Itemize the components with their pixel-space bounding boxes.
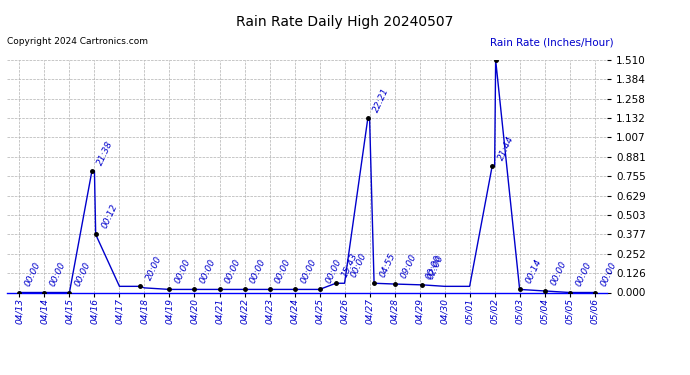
Text: 21:38: 21:38: [96, 140, 115, 167]
Text: 00:00: 00:00: [274, 258, 293, 285]
Text: 00:00: 00:00: [199, 258, 218, 285]
Text: 00:00: 00:00: [348, 252, 368, 279]
Text: 04:55: 04:55: [379, 252, 397, 279]
Text: 00:00: 00:00: [248, 258, 268, 285]
Text: Copyright 2024 Cartronics.com: Copyright 2024 Cartronics.com: [7, 38, 148, 46]
Text: 00:00: 00:00: [224, 258, 243, 285]
Text: 21:44: 21:44: [496, 135, 515, 162]
Text: 00:00: 00:00: [74, 261, 92, 288]
Text: Rain Rate (Inches/Hour): Rain Rate (Inches/Hour): [491, 38, 614, 48]
Text: 09:00: 09:00: [399, 252, 418, 280]
Text: 00:00: 00:00: [23, 261, 43, 288]
Text: 00:14: 00:14: [524, 258, 543, 285]
Text: Rain Rate Daily High 20240507: Rain Rate Daily High 20240507: [236, 15, 454, 29]
Text: 00:00: 00:00: [174, 258, 193, 285]
Text: 00:00: 00:00: [549, 260, 568, 287]
Text: 00:00: 00:00: [48, 261, 68, 288]
Text: 00:00: 00:00: [574, 261, 593, 288]
Text: 00:00: 00:00: [599, 261, 618, 288]
Text: 00:12: 00:12: [100, 203, 119, 230]
Text: 22:21: 22:21: [372, 87, 391, 114]
Text: 02:00: 02:00: [426, 253, 445, 280]
Text: 00:00: 00:00: [299, 258, 318, 285]
Text: 20:00: 20:00: [144, 255, 164, 282]
Text: 00:00: 00:00: [424, 253, 443, 280]
Text: 00:00: 00:00: [324, 258, 343, 285]
Text: 15:43: 15:43: [340, 252, 359, 279]
